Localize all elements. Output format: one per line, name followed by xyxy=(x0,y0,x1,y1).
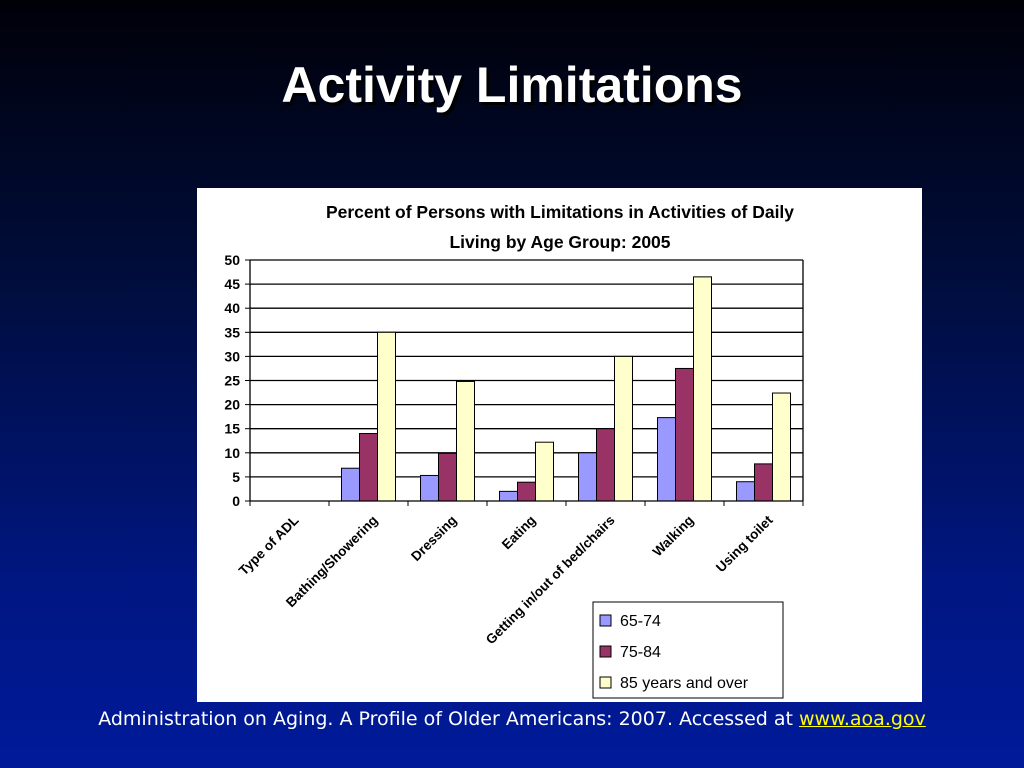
bar-65-74-5 xyxy=(657,417,676,502)
bar-65-74-6 xyxy=(736,481,755,502)
bar-65-74-1 xyxy=(341,467,360,502)
gridlines xyxy=(250,259,803,478)
y-axis-ticks: 0 5 10 15 20 25 30 35 40 45 50 xyxy=(224,252,250,509)
citation-text: Administration on Aging. A Profile of Ol… xyxy=(98,708,799,730)
slide-title: Activity Limitations xyxy=(281,57,743,113)
bars xyxy=(341,276,791,502)
legend-swatch xyxy=(599,645,612,658)
bar-85-years-and-over-1 xyxy=(377,331,396,502)
chart-panel: Percent of Persons with Limitations in A… xyxy=(197,188,922,702)
bar-65-74-3 xyxy=(499,490,518,502)
y-tick-label: 25 xyxy=(224,373,240,389)
x-category-label: Type of ADL xyxy=(236,513,302,579)
bar-75-84-3 xyxy=(517,481,536,502)
bar-75-84-5 xyxy=(675,367,694,502)
bar-85-years-and-over-2 xyxy=(456,380,475,502)
citation: Administration on Aging. A Profile of Ol… xyxy=(0,708,1024,730)
x-category-label: Eating xyxy=(499,513,539,553)
legend-swatch xyxy=(599,676,612,689)
y-tick-label: 45 xyxy=(224,276,240,292)
bar-75-84-2 xyxy=(438,452,457,502)
x-category-label: Walking xyxy=(650,513,697,560)
bar-85-years-and-over-6 xyxy=(772,392,791,502)
x-category-label: Using toilet xyxy=(713,512,776,575)
bar-85-years-and-over-5 xyxy=(693,276,712,502)
legend-box xyxy=(592,601,784,699)
y-tick-label: 0 xyxy=(232,493,240,509)
y-tick-label: 35 xyxy=(224,324,240,340)
x-category-label: Dressing xyxy=(408,513,459,564)
y-tick-label: 50 xyxy=(224,252,240,268)
chart-title-line-1: Percent of Persons with Limitations in A… xyxy=(326,202,794,222)
bar-85-years-and-over-4 xyxy=(614,355,633,502)
legend-label: 65-74 xyxy=(620,613,661,630)
y-tick-label: 40 xyxy=(224,300,240,316)
axes xyxy=(249,260,804,506)
chart-title-line-2: Living by Age Group: 2005 xyxy=(449,232,670,252)
y-tick-label: 15 xyxy=(224,421,240,437)
bar-75-84-4 xyxy=(596,428,615,502)
chart-title: Percent of Persons with Limitations in A… xyxy=(326,202,794,252)
bar-75-84-1 xyxy=(359,433,378,502)
x-category-label: Bathing/Showering xyxy=(283,513,381,611)
bar-65-74-2 xyxy=(420,474,439,502)
legend-swatch xyxy=(599,614,612,627)
y-tick-label: 30 xyxy=(224,348,240,364)
bar-chart: Percent of Persons with Limitations in A… xyxy=(224,202,804,699)
legend-label: 75-84 xyxy=(620,644,661,661)
legend: 65-74 75-84 85 years and over xyxy=(592,601,784,699)
bar-75-84-6 xyxy=(754,463,773,502)
y-tick-label: 5 xyxy=(232,469,240,485)
y-tick-label: 20 xyxy=(224,397,240,413)
legend-label: 85 years and over xyxy=(620,675,749,692)
bar-85-years-and-over-3 xyxy=(535,441,554,502)
aoa-link[interactable]: www.aoa.gov xyxy=(799,708,926,730)
y-tick-label: 10 xyxy=(224,445,240,461)
bar-65-74-4 xyxy=(578,452,597,502)
